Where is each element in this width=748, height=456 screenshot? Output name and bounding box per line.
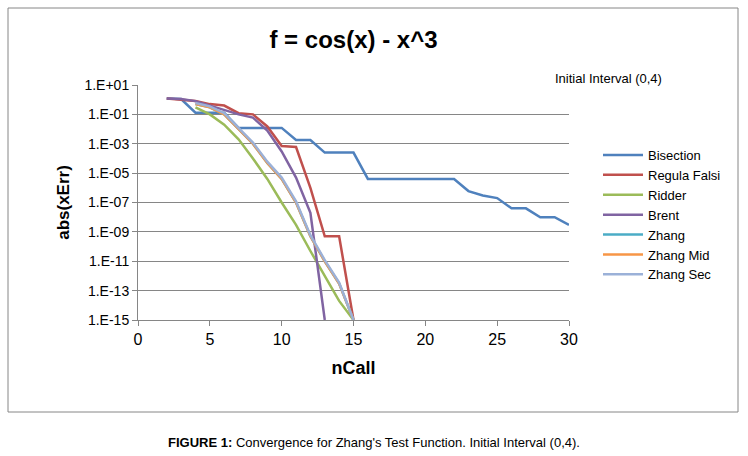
- svg-text:20: 20: [416, 331, 434, 348]
- svg-text:Ridder: Ridder: [648, 188, 687, 203]
- svg-text:Brent: Brent: [648, 208, 679, 223]
- svg-text:30: 30: [560, 331, 578, 348]
- svg-text:0: 0: [134, 331, 143, 348]
- svg-text:10: 10: [273, 331, 291, 348]
- svg-text:Bisection: Bisection: [648, 148, 701, 163]
- svg-text:1.E-15: 1.E-15: [88, 312, 129, 328]
- svg-text:Zhang Sec: Zhang Sec: [648, 267, 711, 282]
- svg-text:1.E-03: 1.E-03: [88, 136, 129, 152]
- svg-text:1.E-01: 1.E-01: [88, 106, 129, 122]
- svg-text:25: 25: [488, 331, 506, 348]
- svg-text:Initial Interval (0,4): Initial Interval (0,4): [555, 71, 662, 86]
- svg-text:f = cos(x) - x^3: f = cos(x) - x^3: [269, 26, 437, 53]
- svg-text:1.E-09: 1.E-09: [88, 224, 129, 240]
- svg-text:1.E-07: 1.E-07: [88, 194, 129, 210]
- svg-text:1.E-13: 1.E-13: [88, 283, 129, 299]
- svg-text:1.E-05: 1.E-05: [88, 165, 129, 181]
- svg-text:1.E+01: 1.E+01: [84, 77, 129, 93]
- svg-text:FIGURE 1: Convergence for Zhan: FIGURE 1: Convergence for Zhang's Test F…: [168, 435, 580, 450]
- svg-text:5: 5: [205, 331, 214, 348]
- svg-text:15: 15: [345, 331, 363, 348]
- svg-text:nCall: nCall: [331, 358, 375, 378]
- svg-text:Zhang: Zhang: [648, 228, 685, 243]
- svg-text:1.E-11: 1.E-11: [89, 253, 129, 269]
- svg-text:Regula Falsi: Regula Falsi: [648, 168, 720, 183]
- svg-text:abs(xErr): abs(xErr): [54, 165, 73, 240]
- svg-text:Zhang Mid: Zhang Mid: [648, 248, 709, 263]
